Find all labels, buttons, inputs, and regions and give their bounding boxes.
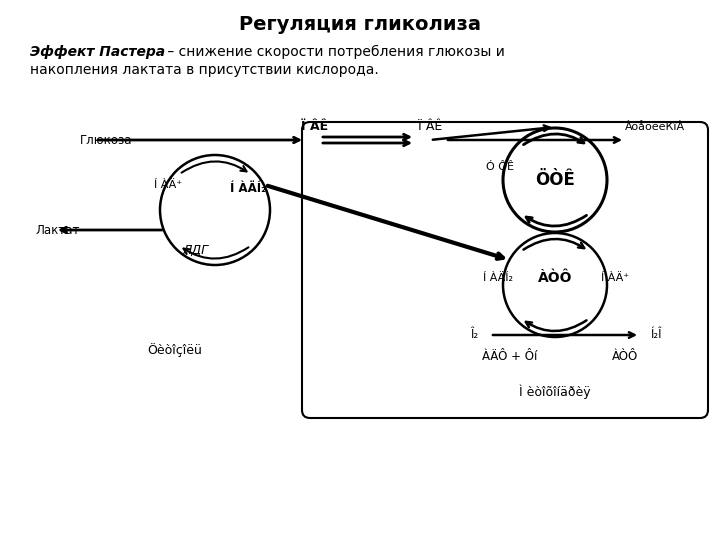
Text: ÖÒÊ: ÖÒÊ [535,171,575,189]
Text: Ì èòîõîíäðèÿ: Ì èòîõîíäðèÿ [519,384,591,399]
Text: ÀÒÔ: ÀÒÔ [612,350,638,363]
Text: Ï ÂÊ: Ï ÂÊ [302,120,328,133]
Text: ÀÄÔ + Ôí: ÀÄÔ + Ôí [482,350,538,363]
Text: Глюкоза: Глюкоза [80,133,132,146]
Text: Í ÀÄ⁺: Í ÀÄ⁺ [154,180,182,190]
Text: накопления лактата в присутствии кислорода.: накопления лактата в присутствии кислоро… [30,63,379,77]
Text: Лактат: Лактат [35,224,79,237]
Text: Í ÀÄ⁺: Í ÀÄ⁺ [601,273,629,283]
Text: Öèòîçîëü: Öèòîçîëü [148,343,202,357]
Text: ÀÒÔ: ÀÒÔ [538,271,572,285]
Text: ЛДГ: ЛДГ [182,244,208,256]
FancyBboxPatch shape [302,122,708,418]
Text: Регуляция гликолиза: Регуляция гликолиза [239,16,481,35]
Text: Í ÀÄÍ₂: Í ÀÄÍ₂ [483,273,513,283]
Text: Í₂Î: Í₂Î [650,328,662,341]
Text: Ï ÂÊ: Ï ÂÊ [418,120,442,133]
Text: Ó ÔÊ: Ó ÔÊ [486,162,514,172]
Text: Î₂: Î₂ [470,328,478,341]
Text: – снижение скорости потребления глюкозы и: – снижение скорости потребления глюкозы … [163,45,505,59]
Text: ÀöåòèëКîÀ: ÀöåòèëКîÀ [625,122,685,132]
Text: Эффект Пастера: Эффект Пастера [30,45,165,59]
Text: Í ÀÄÍ₂: Í ÀÄÍ₂ [230,181,266,194]
